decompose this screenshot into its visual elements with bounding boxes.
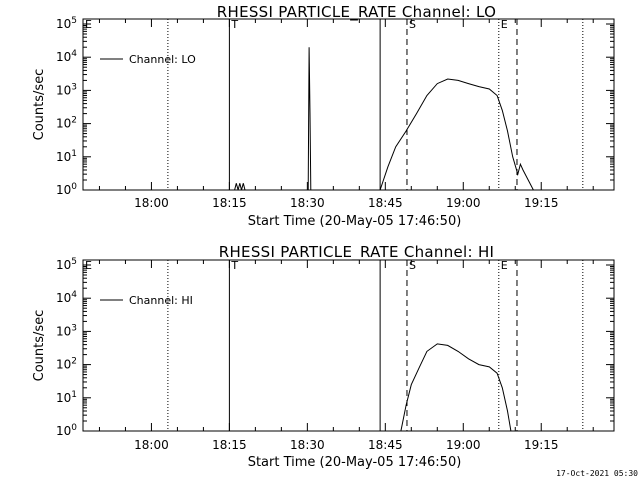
x-tick-label: 18:00 bbox=[134, 196, 169, 210]
panel-hi: RHESSI PARTICLE_RATE Channel: HI Start Ti… bbox=[32, 243, 615, 470]
y-tick-label: 102 bbox=[56, 357, 77, 372]
event-marker-label: E bbox=[85, 18, 92, 31]
event-marker-label: T bbox=[230, 18, 238, 31]
x-axis-label: Start Time (20-May-05 17:46:50) bbox=[248, 455, 462, 470]
event-marker-label: T bbox=[230, 259, 238, 272]
x-tick-label: 19:00 bbox=[446, 438, 481, 452]
y-tick-label: 105 bbox=[56, 16, 77, 31]
x-axis-label: Start Time (20-May-05 17:46:50) bbox=[248, 214, 462, 229]
chart-title: RHESSI PARTICLE_RATE Channel: HI bbox=[219, 243, 495, 262]
plot-frame bbox=[82, 18, 615, 191]
panel-lo: RHESSI PARTICLE_RATE Channel: LO Start Ti… bbox=[32, 3, 615, 229]
event-marker-label: S bbox=[409, 18, 416, 31]
event-marker-label: E bbox=[501, 18, 508, 31]
x-tick-label: 19:15 bbox=[524, 438, 559, 452]
y-tick-label: 101 bbox=[56, 149, 77, 164]
event-marker-label: E bbox=[501, 259, 508, 272]
x-tick-label: 19:00 bbox=[446, 196, 481, 210]
x-tick-label: 18:45 bbox=[368, 196, 403, 210]
y-tick-label: 100 bbox=[56, 182, 77, 197]
legend-label: Channel: LO bbox=[129, 53, 196, 66]
y-axis-label: Counts/sec bbox=[32, 310, 47, 382]
event-marker-label: E bbox=[85, 259, 92, 272]
series-line bbox=[400, 343, 512, 432]
x-tick-label: 18:15 bbox=[212, 196, 247, 210]
x-tick-label: 18:45 bbox=[368, 438, 403, 452]
legend-label: Channel: HI bbox=[129, 294, 193, 307]
x-tick-label: 18:00 bbox=[134, 438, 169, 452]
x-tick-label: 18:15 bbox=[212, 438, 247, 452]
x-tick-label: 18:30 bbox=[290, 438, 325, 452]
y-tick-label: 102 bbox=[56, 116, 77, 131]
y-tick-label: 100 bbox=[56, 423, 77, 438]
y-tick-label: 101 bbox=[56, 390, 77, 405]
footer-timestamp: 17-Oct-2021 05:30 bbox=[556, 469, 638, 478]
x-tick-label: 19:15 bbox=[524, 196, 559, 210]
y-axis-label: Counts/sec bbox=[32, 69, 47, 141]
y-tick-label: 104 bbox=[56, 290, 77, 305]
y-tick-label: 103 bbox=[56, 323, 77, 338]
y-tick-label: 105 bbox=[56, 257, 77, 272]
chart-title: RHESSI PARTICLE_RATE Channel: LO bbox=[217, 3, 496, 22]
y-tick-label: 103 bbox=[56, 82, 77, 97]
plot-frame bbox=[82, 259, 615, 432]
event-marker-label: S bbox=[409, 259, 416, 272]
x-tick-label: 18:30 bbox=[290, 196, 325, 210]
y-tick-label: 104 bbox=[56, 49, 77, 64]
series-line bbox=[234, 47, 534, 191]
